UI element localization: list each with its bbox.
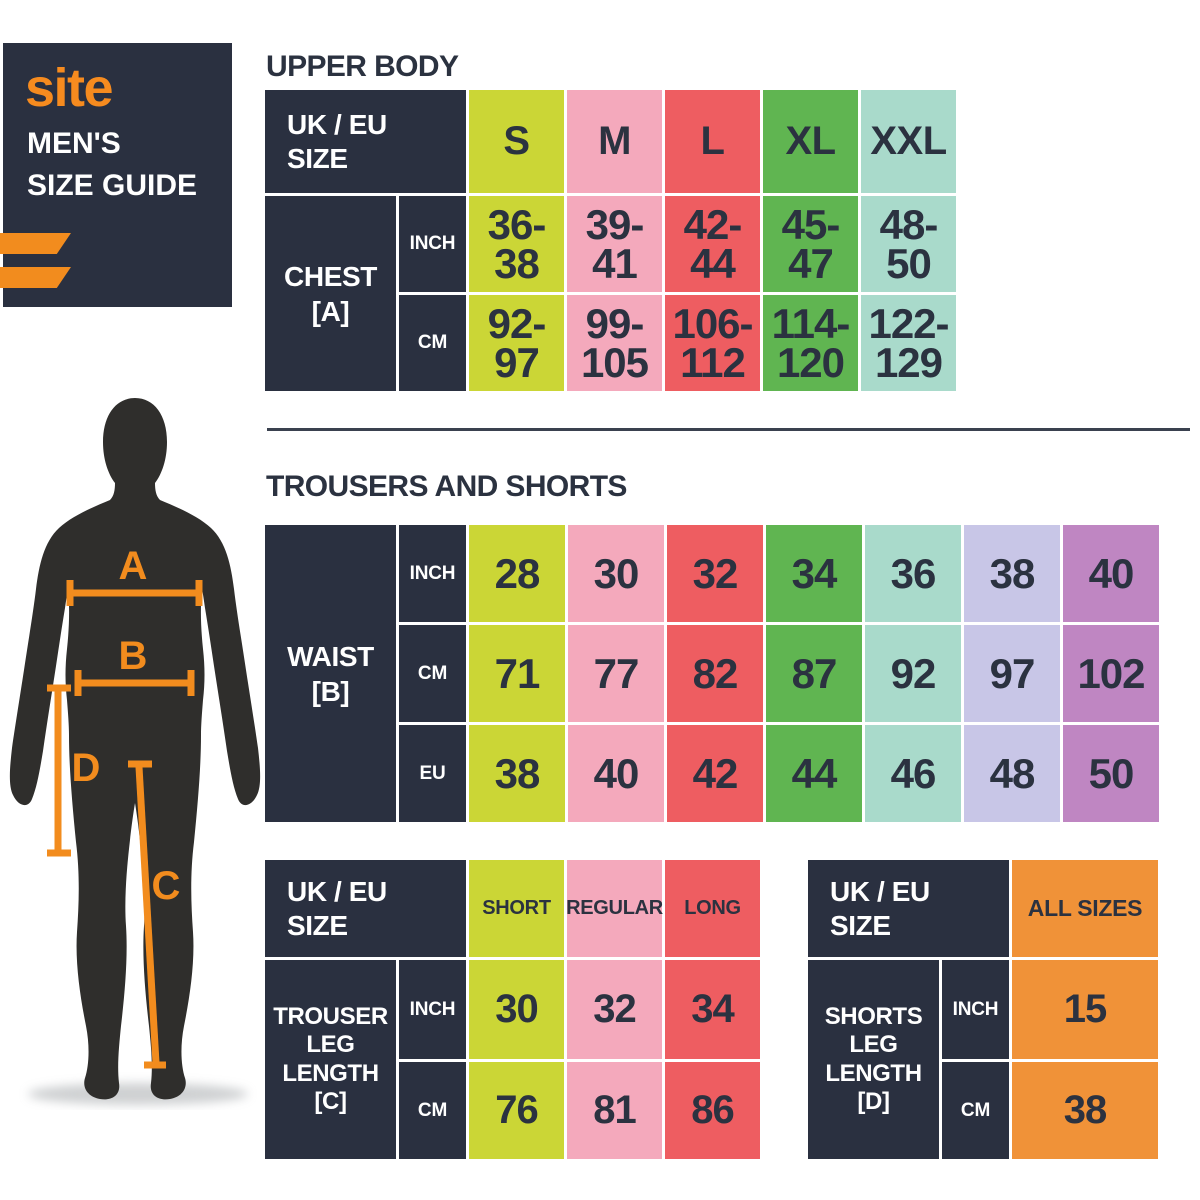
floor-shadow: [28, 1083, 248, 1105]
waist-cm-102: 102: [1063, 625, 1159, 722]
unit-cm: CM: [399, 625, 466, 722]
waist-cm-71: 71: [469, 625, 565, 722]
waist-inch-38: 38: [964, 525, 1060, 622]
unit-inch: INCH: [399, 960, 466, 1059]
unit-eu: EU: [399, 725, 466, 822]
waist-eu-40: 40: [568, 725, 664, 822]
trouser-leg-cm-short: 76: [469, 1062, 564, 1159]
waist-eu-48: 48: [964, 725, 1060, 822]
size-col-m: M: [567, 90, 662, 193]
size-col-xl: XL: [763, 90, 858, 193]
size-col-s: S: [469, 90, 564, 193]
chest-inch-xl: 45- 47: [763, 196, 858, 292]
size-col-xxl: XXL: [861, 90, 956, 193]
guide-heading-line2: SIZE GUIDE: [27, 169, 198, 202]
unit-inch: INCH: [399, 525, 466, 622]
waist-cm-97: 97: [964, 625, 1060, 722]
marker-b-label: B: [119, 634, 148, 678]
waist-inch-30: 30: [568, 525, 664, 622]
brand-stripe-icon: [0, 267, 71, 288]
waist-eu-50: 50: [1063, 725, 1159, 822]
unit-cm: CM: [399, 295, 466, 391]
size-corner-label: UK / EU SIZE: [808, 860, 1009, 957]
shorts-leg-table: UK / EU SIZE ALL SIZES SHORTS LEG LENGTH…: [808, 860, 1158, 1159]
marker-a-label: A: [119, 544, 148, 588]
fit-col-long: LONG: [665, 860, 760, 957]
unit-cm: CM: [399, 1062, 466, 1159]
shorts-leg-inch: 15: [1012, 960, 1158, 1059]
marker-d-label: D: [72, 746, 101, 790]
trouser-leg-inch-long: 34: [665, 960, 760, 1059]
fit-col-short: SHORT: [469, 860, 564, 957]
brand-logo: site: [25, 58, 114, 118]
chest-cm-m: 99- 105: [567, 295, 662, 391]
unit-inch: INCH: [399, 196, 466, 292]
waist-eu-38: 38: [469, 725, 565, 822]
size-corner-label: UK / EU SIZE: [265, 860, 466, 957]
waist-table: WAIST [B] INCH 28 30 32 34 36 38 40 CM 7…: [265, 525, 1159, 822]
brand-stripe-icon: [0, 233, 71, 254]
fit-col-regular: REGULAR: [566, 860, 663, 957]
unit-cm: CM: [942, 1062, 1009, 1159]
trouser-leg-cm-regular: 81: [567, 1062, 662, 1159]
chest-row-label: CHEST [A]: [265, 196, 396, 391]
waist-inch-36: 36: [865, 525, 961, 622]
chest-cm-xl: 114- 120: [763, 295, 858, 391]
chest-inch-m: 39- 41: [567, 196, 662, 292]
waist-inch-32: 32: [667, 525, 763, 622]
unit-inch: INCH: [942, 960, 1009, 1059]
trouser-leg-inch-short: 30: [469, 960, 564, 1059]
shorts-leg-cm: 38: [1012, 1062, 1158, 1159]
waist-cm-92: 92: [865, 625, 961, 722]
male-body-silhouette: A B D C: [9, 398, 261, 1105]
measurement-lines: [47, 580, 203, 1069]
trousers-shorts-title: TROUSERS AND SHORTS: [266, 470, 627, 503]
size-col-l: L: [665, 90, 760, 193]
upper-body-table: UK / EU SIZE S M L XL XXL CHEST [A] INCH…: [265, 90, 956, 391]
marker-c-label: C: [152, 864, 181, 908]
all-sizes-col: ALL SIZES: [1012, 860, 1158, 957]
chest-inch-l: 42- 44: [665, 196, 760, 292]
shorts-leg-row-label: SHORTS LEG LENGTH [D]: [808, 960, 939, 1159]
guide-heading-line1: MEN'S: [27, 127, 121, 160]
waist-eu-42: 42: [667, 725, 763, 822]
chest-cm-s: 92- 97: [469, 295, 564, 391]
chest-inch-s: 36- 38: [469, 196, 564, 292]
waist-cm-87: 87: [766, 625, 862, 722]
trouser-leg-cm-long: 86: [665, 1062, 760, 1159]
waist-inch-28: 28: [469, 525, 565, 622]
inside-leg-line-c: [135, 766, 160, 1064]
size-corner-label: UK / EU SIZE: [265, 90, 466, 193]
waist-row-label: WAIST [B]: [265, 525, 396, 822]
waist-inch-34: 34: [766, 525, 862, 622]
waist-cm-77: 77: [568, 625, 664, 722]
trouser-leg-table: UK / EU SIZE SHORT REGULAR LONG TROUSER …: [265, 860, 760, 1159]
waist-cm-82: 82: [667, 625, 763, 722]
section-divider: [267, 428, 1190, 431]
chest-cm-l: 106- 112: [665, 295, 760, 391]
chest-inch-xxl: 48- 50: [861, 196, 956, 292]
trouser-leg-inch-regular: 32: [567, 960, 662, 1059]
body-shape: [9, 398, 261, 1100]
waist-eu-44: 44: [766, 725, 862, 822]
trouser-leg-row-label: TROUSER LEG LENGTH [C]: [265, 960, 396, 1159]
waist-inch-40: 40: [1063, 525, 1159, 622]
waist-eu-46: 46: [865, 725, 961, 822]
brand-card: site MEN'S SIZE GUIDE: [3, 43, 232, 307]
chest-cm-xxl: 122- 129: [861, 295, 956, 391]
upper-body-title: UPPER BODY: [266, 50, 459, 83]
